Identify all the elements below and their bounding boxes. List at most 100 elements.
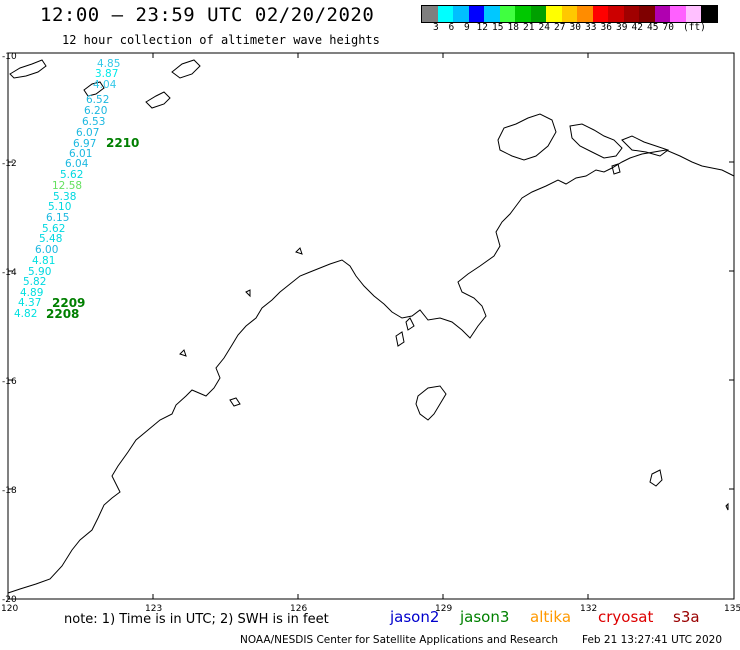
color-swatch — [654, 6, 670, 22]
color-scale-label: 24 — [538, 22, 550, 33]
lon-ticks — [152, 53, 589, 599]
map-frame — [7, 52, 735, 600]
wave-height-value: 4.89 — [20, 287, 43, 299]
lat-label: -18 — [2, 486, 17, 496]
island — [145, 91, 171, 109]
wave-height-value: 4.81 — [32, 255, 55, 267]
footnote: note: 1) Time is in UTC; 2) SWH is in fe… — [64, 612, 329, 627]
map-title: 12:00 – 23:59 UTC 02/20/2020 — [40, 4, 375, 26]
lon-label: 126 — [290, 604, 307, 614]
color-scale-bar — [421, 5, 718, 23]
legend-cryosat: cryosat — [598, 608, 654, 626]
australia-coast — [7, 149, 735, 594]
color-swatch — [437, 6, 453, 22]
color-swatch — [453, 6, 469, 22]
wave-height-value: 6.15 — [46, 212, 69, 224]
color-swatch — [623, 6, 639, 22]
color-scale-label: 39 — [616, 22, 628, 33]
wave-height-value: 5.62 — [42, 223, 65, 235]
reef — [245, 289, 251, 298]
wave-height-value: 6.07 — [76, 127, 99, 139]
color-scale-label: 21 — [523, 22, 535, 33]
lat-label: -12 — [2, 159, 17, 169]
wave-height-value: 6.53 — [82, 116, 105, 128]
wave-height-value: 12.58 — [52, 180, 82, 192]
map-subtitle: 12 hour collection of altimeter wave hei… — [62, 33, 380, 47]
island — [649, 469, 663, 487]
color-swatch — [608, 6, 624, 22]
color-swatch — [701, 6, 717, 22]
wave-height-value: 5.38 — [53, 191, 76, 203]
reef — [405, 317, 415, 331]
color-swatch — [592, 6, 608, 22]
island — [83, 81, 105, 97]
lat-label: -16 — [2, 377, 17, 387]
color-swatch — [468, 6, 484, 22]
color-scale-label: 6 — [448, 22, 455, 33]
lat-ticks — [8, 161, 734, 490]
color-scale-label: 3 — [433, 22, 439, 33]
color-swatch — [685, 6, 701, 22]
reef — [229, 397, 241, 407]
track-time-label: 2208 — [46, 307, 79, 321]
reef — [611, 163, 621, 175]
color-swatch — [639, 6, 655, 22]
lon-label: 135 — [724, 604, 740, 614]
lat-label: -14 — [2, 268, 17, 278]
color-scale-label: 9 — [464, 22, 470, 33]
wave-height-value: 6.20 — [84, 105, 107, 117]
color-swatch — [515, 6, 531, 22]
arnhem-coast — [621, 135, 670, 157]
wave-height-value: 4.85 — [97, 58, 120, 70]
wave-height-value: 5.10 — [48, 201, 71, 213]
wave-height-value: 5.90 — [28, 266, 51, 278]
color-swatch — [670, 6, 686, 22]
color-swatch — [499, 6, 515, 22]
color-swatch — [577, 6, 593, 22]
lat-label: -10 — [2, 52, 17, 62]
color-scale-label: 42 — [631, 22, 643, 33]
color-scale-label: 30 — [569, 22, 581, 33]
lon-label: 132 — [580, 604, 597, 614]
footer-timestamp: Feb 21 13:27:41 UTC 2020 — [582, 634, 722, 646]
color-swatch — [422, 6, 438, 22]
wave-height-value: 6.01 — [69, 148, 92, 160]
color-scale-label: 15 — [492, 22, 504, 33]
lon-label: 123 — [145, 604, 162, 614]
color-scale-label: 27 — [554, 22, 566, 33]
lon-label: 120 — [1, 604, 18, 614]
color-swatch — [484, 6, 500, 22]
coastline — [7, 59, 735, 594]
color-scale-label: 33 — [585, 22, 597, 33]
color-scale-label: (ft) — [683, 22, 706, 33]
arnhem-coast — [569, 123, 623, 159]
island — [171, 59, 201, 79]
wave-height-value: 4.04 — [93, 79, 117, 91]
reef — [295, 247, 303, 255]
wave-height-value: 6.00 — [35, 244, 58, 256]
color-swatch — [546, 6, 562, 22]
color-swatch — [561, 6, 577, 22]
island — [415, 385, 447, 421]
wave-height-value: 6.52 — [86, 94, 109, 106]
footer-credit: NOAA/NESDIS Center for Satellite Applica… — [240, 634, 558, 646]
island — [9, 59, 47, 79]
legend-jason2: jason2 — [390, 608, 440, 626]
wave-height-value: 5.62 — [60, 169, 83, 181]
wave-height-value: 5.82 — [23, 276, 46, 288]
reef — [179, 349, 187, 357]
lat-label: -20 — [2, 595, 17, 605]
wave-height-value: 5.48 — [39, 233, 62, 245]
color-scale-label: 12 — [476, 22, 488, 33]
reef — [395, 331, 405, 347]
wave-height-value: 4.82 — [14, 308, 37, 320]
color-scale-label: 18 — [507, 22, 519, 33]
wave-height-labels: 4.853.874.04 6.526.206.536.076.976.016.04… — [14, 58, 120, 320]
arnhem-coast — [497, 113, 557, 161]
track-time-label: 2210 — [106, 136, 139, 150]
color-scale-label: 36 — [600, 22, 612, 33]
legend-jason3: jason3 — [460, 608, 510, 626]
lon-label: 129 — [435, 604, 452, 614]
